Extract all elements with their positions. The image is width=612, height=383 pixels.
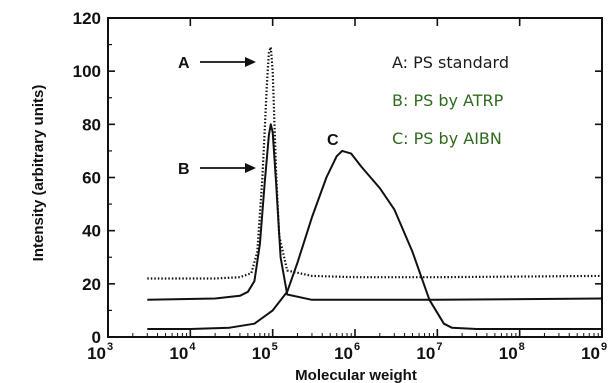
y-tick-label: 20 (82, 275, 101, 294)
x-tick-exponent: 3 (107, 341, 113, 353)
x-tick-exponent: 4 (189, 341, 196, 353)
y-tick-label: 40 (82, 222, 101, 241)
y-tick-label: 100 (73, 62, 101, 81)
x-axis-title: Molecular weight (295, 367, 417, 383)
x-tick-exponent: 5 (272, 341, 278, 353)
x-tick-label: 10 (499, 344, 518, 363)
legend-entry: A: PS standard (392, 53, 509, 72)
x-axis-ticks: 10 3 10 4 10 5 10 6 10 7 10 8 10 9 (87, 18, 607, 363)
y-axis-ticks: 0 20 40 60 80 100 120 (73, 9, 602, 347)
arrow-head-icon (245, 57, 256, 67)
x-tick-exponent: 7 (436, 341, 442, 353)
y-tick-label: 0 (92, 328, 101, 347)
legend-entry: C: PS by AIBN (392, 129, 502, 148)
x-tick-exponent: 8 (519, 341, 525, 353)
legend-entry: B: PS by ATRP (392, 91, 504, 110)
x-tick-label: 10 (252, 344, 271, 363)
curve-label-a: A (178, 55, 190, 72)
x-tick-exponent: 6 (354, 341, 360, 353)
legend: A: PS standard B: PS by ATRP C: PS by AIBN (392, 53, 509, 148)
curve-markers: A B C (178, 55, 339, 178)
x-tick-label: 10 (334, 344, 353, 363)
x-tick-label: 10 (581, 344, 600, 363)
y-tick-label: 80 (82, 115, 101, 134)
arrow-head-icon (245, 163, 256, 173)
curve-label-c: C (327, 132, 339, 149)
x-tick-label: 10 (169, 344, 188, 363)
x-tick-exponent: 9 (601, 341, 607, 353)
y-tick-label: 120 (73, 9, 101, 28)
series-line-b (147, 123, 603, 301)
curve-label-b: B (178, 161, 190, 178)
series-line-c (147, 149, 602, 330)
y-axis-title: Intensity (arbitrary units) (30, 85, 47, 262)
curves (147, 46, 603, 330)
x-tick-label: 10 (87, 344, 106, 363)
y-tick-label: 60 (82, 169, 101, 188)
x-tick-label: 10 (416, 344, 435, 363)
series-line-a (147, 46, 603, 280)
